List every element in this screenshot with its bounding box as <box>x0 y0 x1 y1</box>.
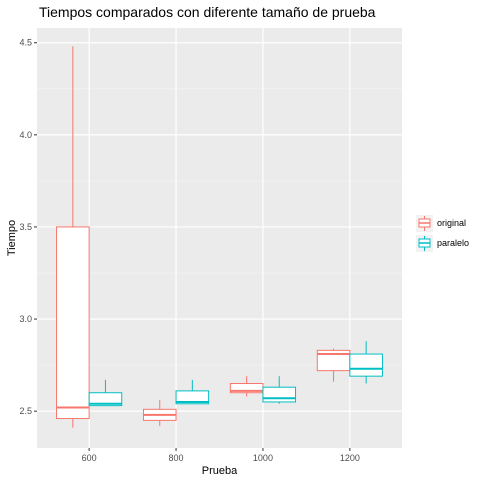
y-tick-label: 3.0 <box>19 314 32 324</box>
y-tick-label: 3.5 <box>19 222 32 232</box>
box-paralelo-1200 <box>349 341 383 384</box>
y-axis-title: Tiempo <box>6 220 18 256</box>
box-paralelo-1000 <box>262 376 297 404</box>
y-tick-label: 4.0 <box>19 130 32 140</box>
x-axis-title: Prueba <box>202 465 238 477</box>
chart-title: Tiempos comparados con diferente tamaño … <box>39 4 376 20</box>
x-tick-label: 1000 <box>253 453 273 463</box>
box-paralelo-800 <box>175 379 210 405</box>
box-original-1200 <box>316 348 351 382</box>
x-axis: 600 800 1000 1200 <box>82 448 360 463</box>
box-original-800 <box>142 400 177 426</box>
plot-panel <box>37 28 402 448</box>
legend: original paralelo <box>416 215 469 252</box>
y-tick-label: 2.5 <box>19 406 32 416</box>
box-iqr <box>175 390 210 405</box>
box-original-600 <box>56 46 90 428</box>
box-iqr <box>262 386 297 403</box>
box-paralelo-600 <box>88 379 123 407</box>
box-original-1000 <box>229 376 264 397</box>
y-axis: 2.5 3.0 3.5 4.0 4.5 <box>19 38 37 416</box>
legend-label: paralelo <box>437 238 469 248</box>
box-marks <box>56 46 383 428</box>
legend-item-paralelo: paralelo <box>416 235 469 252</box>
x-tick-label: 800 <box>169 453 184 463</box>
box-iqr <box>88 392 123 407</box>
y-tick-label: 4.5 <box>19 38 32 48</box>
legend-item-original: original <box>416 215 466 232</box>
x-tick-label: 600 <box>82 453 97 463</box>
box-iqr <box>349 353 383 377</box>
box-iqr <box>56 226 90 420</box>
x-tick-label: 1200 <box>340 453 360 463</box>
legend-label: original <box>437 218 466 228</box>
